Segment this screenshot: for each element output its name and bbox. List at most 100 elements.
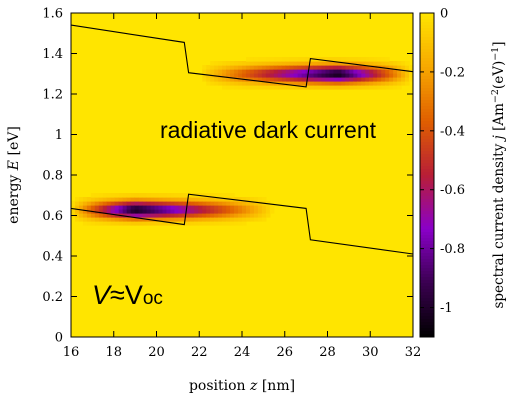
- voltage-condition-label: V≈Voc: [92, 280, 163, 310]
- heatmap-cell: [106, 209, 112, 214]
- heatmap-cell: [206, 213, 211, 218]
- heatmap-cell: [265, 205, 271, 210]
- heatmap-cell: [134, 201, 140, 206]
- heatmap-cell: [226, 201, 231, 206]
- heatmap-cell: [214, 213, 219, 218]
- heatmap-cell: [206, 209, 211, 214]
- heatmap-cell: [265, 57, 271, 62]
- heatmap-cell: [281, 73, 287, 78]
- heatmap-cell: [289, 61, 295, 66]
- colorbar-cell: [420, 223, 434, 227]
- heatmap-cell: [265, 73, 271, 78]
- colorbar-cell: [420, 91, 434, 95]
- heatmap-cell: [329, 57, 335, 62]
- heatmap-cell: [138, 193, 144, 198]
- heatmap-cell: [361, 73, 366, 78]
- heatmap-cell: [313, 73, 319, 78]
- heatmap-cell: [369, 57, 374, 62]
- colorbar-cell: [420, 166, 434, 170]
- heatmap-cell: [297, 73, 303, 78]
- heatmap-cell: [321, 57, 327, 62]
- heatmap-cell: [345, 77, 350, 82]
- heatmap-cell: [82, 197, 88, 202]
- heatmap-cell: [134, 213, 140, 218]
- heatmap-cell: [106, 221, 112, 226]
- heatmap-cell: [134, 221, 140, 226]
- heatmap-cell: [142, 205, 148, 210]
- heatmap-cell: [226, 81, 231, 86]
- x-axis-ticks: 16 18 20 22 24 26 28 30 32: [63, 13, 421, 360]
- heatmap-cell: [166, 217, 172, 222]
- heatmap-cell: [218, 217, 223, 222]
- heatmap-cell: [206, 217, 211, 222]
- heatmap-cell: [242, 61, 247, 66]
- heatmap-cell: [293, 81, 299, 86]
- heatmap-cell: [198, 201, 203, 206]
- heatmap-cell: [405, 77, 410, 82]
- heatmap-cell: [166, 209, 172, 214]
- heatmap-cell: [230, 81, 235, 86]
- heatmap-cell: [226, 77, 231, 82]
- heatmap-cell: [253, 217, 259, 222]
- colorbar-cell: [420, 310, 434, 314]
- colorbar-cell: [420, 94, 434, 98]
- heatmap-cell: [182, 193, 187, 198]
- heatmap-cell: [321, 61, 327, 66]
- heatmap-cell: [249, 213, 255, 218]
- colorbar-cell: [420, 196, 434, 200]
- heatmap-cell: [253, 201, 259, 206]
- heatmap-cell: [222, 221, 227, 226]
- heatmap-cell: [242, 69, 247, 74]
- heatmap-cell: [389, 77, 394, 82]
- heatmap-cell: [186, 217, 191, 222]
- heatmap-cell: [389, 65, 394, 70]
- heatmap-cell: [158, 205, 164, 210]
- heatmap-cell: [82, 221, 88, 226]
- heatmap-cell: [377, 73, 382, 78]
- heatmap-cell: [341, 73, 346, 78]
- heatmap-cell: [146, 197, 152, 202]
- colorbar-cell: [420, 40, 434, 44]
- heatmap-cell: [102, 209, 108, 214]
- heatmap-cell: [317, 81, 323, 86]
- heatmap-cell: [206, 197, 211, 202]
- heatmap-cell: [289, 81, 295, 86]
- colorbar-cell: [420, 37, 434, 41]
- heatmap-cell: [190, 213, 195, 218]
- colorbar-cell: [420, 139, 434, 143]
- heatmap-cell: [385, 57, 390, 62]
- heatmap-cell: [214, 205, 219, 210]
- heatmap-cell: [218, 73, 223, 78]
- heatmap-cell: [226, 193, 231, 198]
- colorbar-cell: [420, 145, 434, 149]
- heatmap-cell: [293, 85, 299, 90]
- heatmap-cell: [401, 77, 406, 82]
- heatmap-cell: [313, 85, 319, 90]
- heatmap-cell: [206, 77, 211, 82]
- heatmap-cell: [214, 77, 219, 82]
- heatmap-cell: [194, 205, 199, 210]
- colorbar-cell: [420, 253, 434, 257]
- colorbar-cell: [420, 178, 434, 182]
- colorbar-cell: [420, 160, 434, 164]
- heatmap-cell: [365, 69, 370, 74]
- colorbar-cell: [420, 220, 434, 224]
- x-tick-label: 30: [362, 345, 379, 360]
- heatmap-cell: [234, 205, 239, 210]
- heatmap-cell: [285, 73, 291, 78]
- colorbar-cell: [420, 64, 434, 68]
- heatmap-cell: [325, 77, 331, 82]
- heatmap-cell: [289, 57, 295, 62]
- heatmap-cell: [230, 209, 235, 214]
- heatmap-cell: [106, 193, 112, 198]
- heatmap-cell: [269, 77, 275, 82]
- heatmap-cell: [238, 69, 243, 74]
- heatmap-cell: [146, 209, 152, 214]
- heatmap-cell: [86, 221, 92, 226]
- heatmap-cell: [150, 221, 156, 226]
- heatmap-cell: [337, 65, 343, 70]
- heatmap-cell: [333, 77, 339, 82]
- y-tick-label: 0: [55, 331, 63, 346]
- heatmap-cell: [393, 77, 398, 82]
- heatmap-cell: [253, 77, 259, 82]
